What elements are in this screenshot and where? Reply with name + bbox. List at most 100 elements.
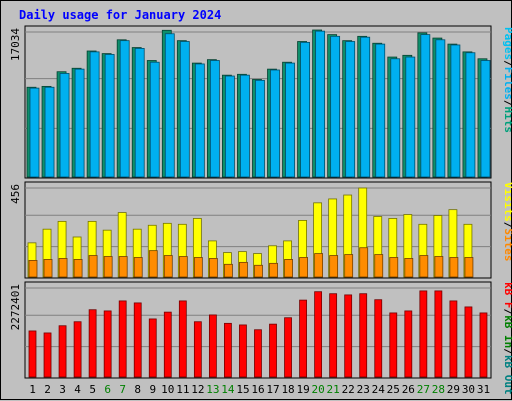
right-legend-item-top-4: Hits bbox=[502, 107, 512, 134]
bar-bottom-kbytes-22 bbox=[344, 294, 353, 378]
bar-top-files-21 bbox=[330, 35, 341, 178]
bar-middle-sites-25 bbox=[389, 257, 399, 278]
x-tick-label-17: 17 bbox=[266, 383, 279, 396]
x-tick-label-4: 4 bbox=[74, 383, 81, 396]
right-legend-item-top-0: Pages bbox=[502, 27, 512, 60]
x-axis-labels: 1 2 3 4 5 6 7 8 9 10 11 12 13 14 15 16 17 18 19 20 21 22 23 24 2… bbox=[29, 383, 490, 396]
x-tick-label-14: 14 bbox=[221, 383, 235, 396]
x-tick-label-13: 13 bbox=[206, 383, 219, 396]
bar-top-files-11 bbox=[179, 41, 190, 178]
bar-top-files-10 bbox=[164, 33, 175, 178]
bar-middle-sites-19 bbox=[299, 257, 308, 278]
bar-top-files-16 bbox=[255, 79, 265, 178]
bar-top-files-28 bbox=[435, 39, 446, 178]
bar-bottom-kbytes-31 bbox=[479, 312, 488, 378]
bar-top-files-17 bbox=[270, 69, 280, 178]
bar-middle-sites-11 bbox=[178, 256, 188, 278]
bar-middle-sites-20 bbox=[314, 253, 324, 278]
bar-middle-sites-3 bbox=[58, 258, 68, 278]
right-legend-item-bottom-2: kB In bbox=[502, 315, 512, 348]
bar-middle-sites-17 bbox=[269, 262, 278, 278]
bar-top-files-7 bbox=[119, 40, 130, 178]
bar-bottom-kbytes-28 bbox=[434, 290, 443, 378]
bar-top-files-29 bbox=[450, 44, 461, 178]
right-legend-item-top-3: / bbox=[502, 100, 512, 107]
bar-middle-sites-26 bbox=[404, 258, 414, 278]
x-tick-label-15: 15 bbox=[236, 383, 249, 396]
right-legend-item-bottom-4: kB Out bbox=[502, 355, 512, 395]
right-legend-item-middle-2: Sites bbox=[502, 228, 512, 261]
bar-middle-sites-22 bbox=[344, 254, 354, 278]
bar-bottom-kbytes-23 bbox=[359, 293, 368, 378]
bar-middle-sites-16 bbox=[254, 264, 263, 278]
x-tick-label-20: 20 bbox=[312, 383, 325, 396]
right-legend-item-bottom-0: kB F bbox=[502, 282, 512, 309]
bar-bottom-kbytes-15 bbox=[239, 324, 247, 378]
bar-bottom-kbytes-4 bbox=[73, 321, 82, 378]
x-tick-label-19: 19 bbox=[296, 383, 309, 396]
right-legend-item-top-1: / bbox=[502, 60, 512, 67]
bar-bottom-kbytes-30 bbox=[464, 306, 473, 378]
x-tick-label-22: 22 bbox=[342, 383, 355, 396]
x-tick-label-16: 16 bbox=[251, 383, 264, 396]
bar-middle-sites-24 bbox=[374, 254, 384, 278]
bar-middle-sites-13 bbox=[208, 258, 218, 278]
bar-middle-sites-2 bbox=[43, 259, 53, 278]
bar-middle-sites-18 bbox=[284, 259, 293, 278]
y-max-label-bottom: 2272401 bbox=[9, 284, 22, 330]
bar-top-files-5 bbox=[89, 51, 100, 178]
series-top-files bbox=[29, 30, 491, 178]
x-tick-label-1: 1 bbox=[29, 383, 36, 396]
bar-bottom-kbytes-5 bbox=[88, 309, 97, 378]
x-tick-label-11: 11 bbox=[176, 383, 189, 396]
x-tick-label-23: 23 bbox=[357, 383, 370, 396]
bar-bottom-kbytes-2 bbox=[43, 332, 52, 378]
bar-top-files-3 bbox=[59, 73, 70, 178]
x-tick-label-30: 30 bbox=[462, 383, 475, 396]
panel-top: 17034 bbox=[9, 25, 492, 179]
bar-bottom-kbytes-10 bbox=[163, 311, 172, 378]
bar-bottom-kbytes-6 bbox=[103, 310, 112, 378]
bar-bottom-kbytes-19 bbox=[299, 299, 307, 378]
x-tick-label-25: 25 bbox=[387, 383, 400, 396]
bar-bottom-kbytes-26 bbox=[404, 310, 413, 378]
bar-bottom-kbytes-3 bbox=[58, 325, 67, 378]
bar-bottom-kbytes-24 bbox=[374, 299, 383, 378]
bar-top-files-14 bbox=[225, 75, 235, 178]
bar-top-files-25 bbox=[390, 58, 401, 178]
bar-bottom-kbytes-8 bbox=[133, 302, 142, 378]
x-tick-label-10: 10 bbox=[161, 383, 174, 396]
bar-top-files-23 bbox=[360, 36, 371, 178]
bar-bottom-kbytes-21 bbox=[329, 293, 338, 378]
bar-top-files-19 bbox=[300, 41, 310, 178]
x-tick-label-31: 31 bbox=[477, 383, 490, 396]
bar-top-files-31 bbox=[480, 60, 491, 178]
bar-middle-sites-15 bbox=[239, 261, 248, 278]
bar-middle-sites-28 bbox=[434, 256, 444, 278]
x-tick-label-6: 6 bbox=[104, 383, 111, 396]
x-tick-label-24: 24 bbox=[372, 383, 386, 396]
right-legend-item-middle-0: Visits bbox=[502, 182, 512, 222]
bar-top-files-4 bbox=[74, 68, 85, 178]
bar-middle-sites-5 bbox=[88, 255, 98, 278]
chart-title: Daily usage for January 2024 bbox=[19, 8, 221, 22]
bar-middle-sites-23 bbox=[359, 247, 369, 278]
y-max-label-middle: 456 bbox=[9, 184, 22, 204]
bar-middle-sites-7 bbox=[118, 256, 128, 278]
series-bottom-kbytes bbox=[28, 290, 488, 378]
bar-top-files-20 bbox=[315, 30, 326, 178]
x-tick-label-27: 27 bbox=[417, 383, 430, 396]
right-legend-item-middle-1: / bbox=[502, 222, 512, 229]
bar-bottom-kbytes-7 bbox=[118, 300, 127, 378]
x-tick-label-12: 12 bbox=[191, 383, 204, 396]
bar-bottom-kbytes-18 bbox=[284, 317, 292, 378]
x-tick-label-2: 2 bbox=[44, 383, 51, 396]
bar-top-files-30 bbox=[465, 52, 476, 178]
panels: 17034 456 2272401 bbox=[9, 25, 492, 379]
bar-middle-sites-6 bbox=[103, 256, 113, 278]
panel-bottom: 2272401 bbox=[9, 281, 492, 379]
panel-middle: 456 bbox=[9, 181, 492, 279]
series-middle-sites bbox=[28, 247, 474, 278]
